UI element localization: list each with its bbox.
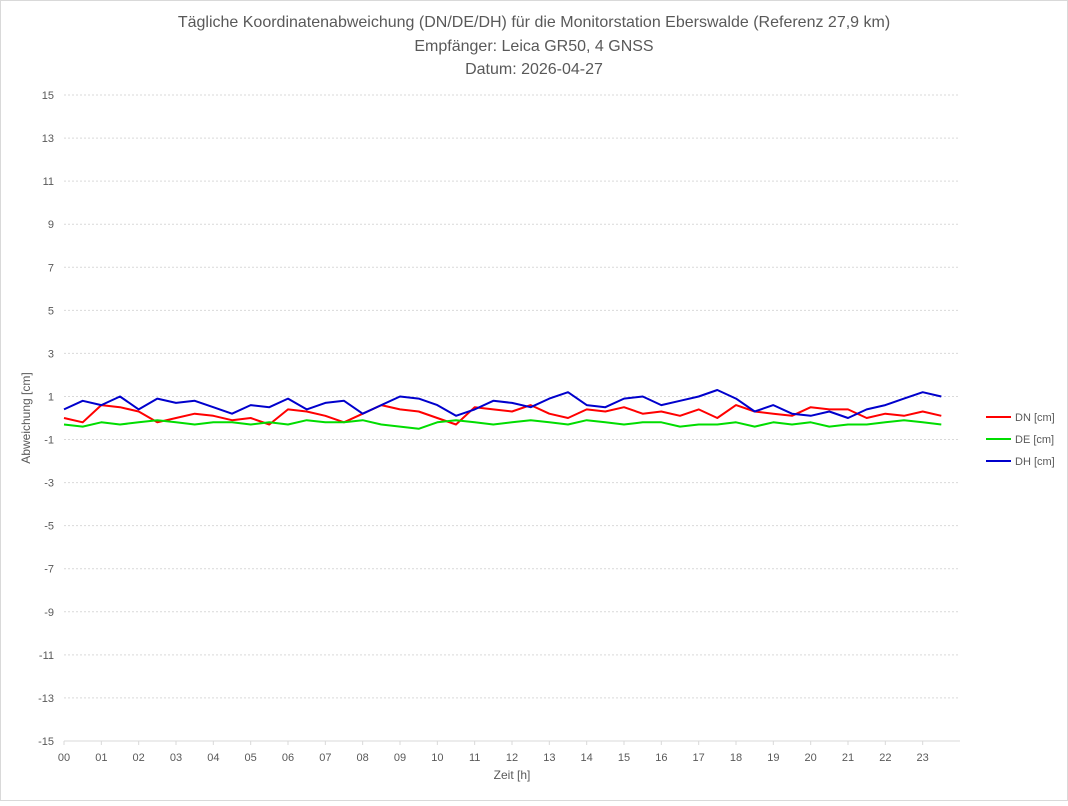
y-tick-label: -5 [44, 521, 54, 533]
x-tick-label: 19 [767, 752, 779, 764]
x-tick-label: 02 [133, 752, 145, 764]
legend-label: DH [cm] [1015, 456, 1055, 468]
x-axis-label: Zeit [h] [494, 768, 531, 782]
x-tick-label: 11 [469, 752, 480, 764]
x-tick-label: 01 [95, 752, 107, 764]
chart-title-line-2: Empfänger: Leica GR50, 4 GNSS [414, 38, 653, 55]
y-tick-label: 5 [48, 305, 54, 317]
y-axis-ticks: 15 13 11 9 7 5 3 1 -1 -3 -5 -7 -9 -11 -13 -15 [38, 90, 54, 748]
x-tick-label: 21 [842, 752, 854, 764]
x-tick-label: 22 [879, 752, 891, 764]
x-tick-label: 07 [319, 752, 331, 764]
legend-label: DE [cm] [1015, 434, 1054, 446]
x-tick-label: 23 [917, 752, 929, 764]
x-tick-label: 12 [506, 752, 518, 764]
x-tick-label: 20 [805, 752, 817, 764]
y-tick-label: -1 [44, 435, 54, 447]
x-tick-label: 09 [394, 752, 406, 764]
x-tick-label: 17 [693, 752, 705, 764]
x-tick-label: 16 [655, 752, 667, 764]
y-axis-label: Abweichung [cm] [19, 372, 33, 463]
y-tick-label: -9 [44, 607, 54, 619]
x-tick-label: 13 [543, 752, 555, 764]
series-line-2 [63, 419, 942, 430]
legend: DN [cm] DE [cm] DH [cm] [986, 412, 1055, 468]
series-lines [63, 389, 942, 430]
y-tick-label: 3 [48, 348, 54, 360]
y-tick-label: 1 [48, 391, 54, 403]
y-tick-label: -7 [44, 564, 54, 576]
y-tick-label: 13 [42, 133, 54, 145]
chart-title-line-3: Datum: 2026-04-27 [465, 61, 603, 78]
x-tick-label: 05 [245, 752, 257, 764]
chart-title: Tägliche Koordinatenabweichung (DN/DE/DH… [178, 14, 890, 78]
series-line-3 [63, 389, 942, 419]
y-tick-label: -15 [38, 736, 54, 748]
x-tick-label: 06 [282, 752, 294, 764]
x-tick-label: 14 [581, 752, 593, 764]
x-tick-label: 18 [730, 752, 742, 764]
y-tick-label: 7 [48, 262, 54, 274]
x-tick-label: 10 [431, 752, 443, 764]
x-tick-label: 00 [58, 752, 70, 764]
legend-label: DN [cm] [1015, 412, 1055, 424]
y-tick-label: -13 [38, 693, 54, 705]
y-tick-label: 11 [43, 176, 54, 188]
y-tick-label: 15 [42, 90, 54, 102]
x-tick-label: 15 [618, 752, 630, 764]
y-tick-label: -3 [44, 478, 54, 490]
x-axis-ticks: 00 01 02 03 04 05 06 07 08 09 10 11 12 13 14 15 16 17 18 19… [58, 741, 929, 764]
y-tick-label: -11 [39, 650, 54, 662]
x-tick-label: 04 [207, 752, 219, 764]
y-tick-label: 9 [48, 219, 54, 231]
x-tick-label: 03 [170, 752, 182, 764]
chart-title-line-1: Tägliche Koordinatenabweichung (DN/DE/DH… [178, 14, 890, 31]
x-tick-label: 08 [357, 752, 369, 764]
grid-lines [64, 94, 960, 699]
